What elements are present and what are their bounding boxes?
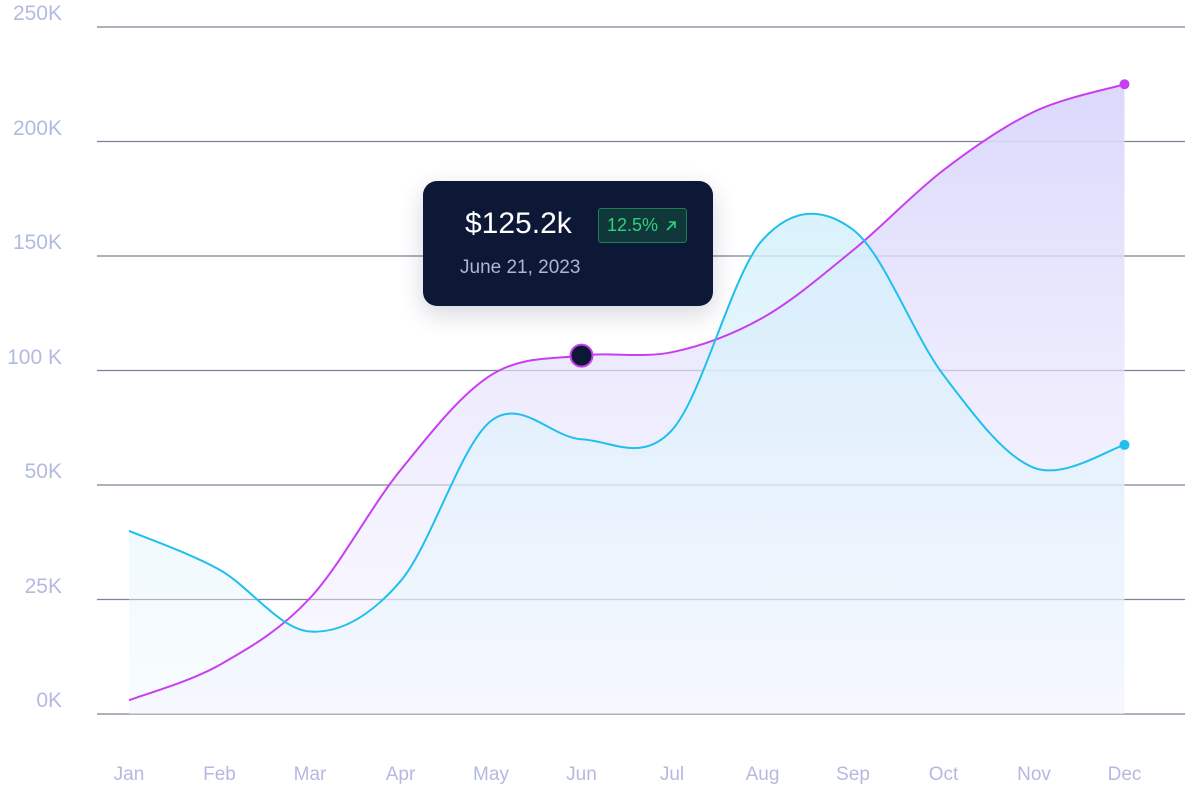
x-tick-label: Apr	[386, 764, 416, 785]
change-badge: 12.5%	[598, 208, 688, 243]
tooltip-value: $125.2k	[465, 207, 572, 240]
x-tick-label: Feb	[203, 764, 236, 785]
end-point	[1119, 79, 1130, 90]
line	[128, 212, 1125, 633]
arrow-icon	[666, 220, 676, 231]
x-tick-label: Jul	[660, 764, 684, 785]
y-tick-label: 25K	[24, 574, 62, 598]
x-tick-label: Nov	[1017, 764, 1051, 785]
tooltip-date: June 21, 2023	[460, 257, 581, 278]
x-tick-label: Mar	[294, 764, 327, 785]
x-tick-label: Jan	[114, 764, 145, 785]
x-tick-label: Oct	[929, 764, 959, 785]
y-tick-label: 0K	[36, 689, 62, 712]
end-point	[1119, 439, 1130, 450]
hover-point	[569, 343, 594, 368]
x-tick-label: Aug	[746, 764, 780, 785]
y-tick-label: 100 K	[7, 345, 62, 369]
x-tick-label: Jun	[566, 764, 597, 785]
x-tick-label: Sep	[836, 764, 870, 785]
change-text: 12.5%	[607, 215, 659, 235]
x-tick-label: May	[473, 764, 509, 785]
y-tick-label: 50K	[24, 460, 62, 483]
x-tick-label: Dec	[1108, 764, 1142, 785]
area	[129, 213, 1125, 714]
y-tick-label: 150K	[12, 231, 62, 254]
tooltip: $125.2k 12.5% June 21, 2023	[423, 181, 713, 306]
y-tick-label: 250K	[12, 2, 62, 25]
line	[128, 83, 1125, 702]
y-tick-label: 200K	[12, 116, 62, 140]
